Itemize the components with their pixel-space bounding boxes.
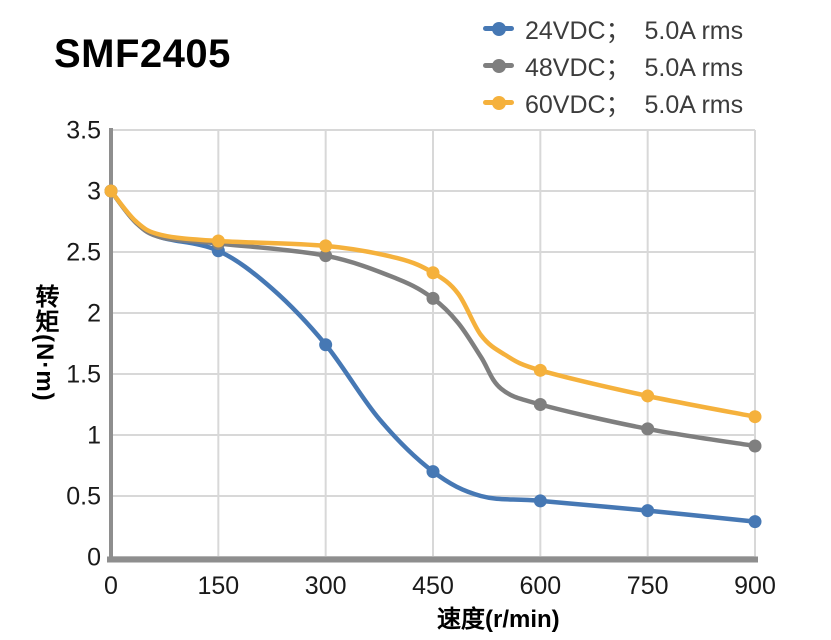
y-tick-label: 0.5 [66, 483, 101, 511]
data-point-series-2 [533, 363, 547, 377]
y-tick-label: 2 [87, 300, 101, 328]
legend-dot-icon [491, 95, 506, 110]
data-point-series-2 [426, 266, 440, 280]
x-tick-label: 600 [519, 572, 561, 600]
y-tick-label: 1 [87, 422, 101, 450]
x-tick-label: 150 [197, 572, 239, 600]
y-tick-label: 3.5 [66, 117, 101, 145]
x-tick-label: 450 [412, 572, 454, 600]
y-tick-label: 3 [87, 178, 101, 206]
data-point-series-2 [319, 239, 333, 253]
legend-item-48vdc: 48VDC； 5.0A rms [483, 47, 743, 84]
x-tick-label: 0 [104, 572, 118, 600]
x-tick-label: 750 [627, 572, 669, 600]
data-point-series-2 [641, 389, 655, 403]
data-point-series-2 [748, 410, 762, 424]
data-point-series-2 [104, 184, 118, 198]
legend-label: 60VDC； 5.0A rms [525, 90, 744, 119]
legend-label: 24VDC； 5.0A rms [525, 16, 744, 45]
y-tick-label: 2.5 [66, 239, 101, 267]
legend-item-24vdc: 24VDC； 5.0A rms [483, 10, 743, 47]
y-tick-label: 0 [87, 544, 101, 572]
legend-item-60vdc: 60VDC； 5.0A rms [483, 84, 743, 121]
x-tick-label: 300 [305, 572, 347, 600]
data-point-series-1 [426, 291, 440, 305]
legend-dot-icon [491, 58, 506, 73]
data-point-series-0 [533, 494, 547, 508]
data-point-series-2 [211, 234, 225, 248]
data-point-series-1 [533, 398, 547, 411]
data-point-series-1 [641, 422, 655, 436]
chart-title: SMF2405 [54, 32, 231, 76]
legend-label: 48VDC； 5.0A rms [525, 53, 744, 82]
data-point-series-0 [748, 515, 762, 529]
legend: 24VDC； 5.0A rms 48VDC； 5.0A rms 60VDC； 5… [483, 10, 743, 121]
legend-line-marker-icon [483, 21, 514, 36]
x-tick-label: 900 [734, 572, 776, 600]
y-tick-label: 1.5 [66, 361, 101, 389]
data-point-series-1 [319, 249, 333, 263]
legend-line-marker-icon [483, 58, 514, 73]
legend-line-marker-icon [483, 95, 514, 110]
data-point-series-1 [748, 439, 762, 453]
data-point-series-0 [641, 504, 655, 518]
legend-dot-icon [491, 21, 506, 36]
x-axis-title: 速度(r/min) [437, 606, 560, 633]
data-point-series-0 [426, 465, 440, 479]
y-axis-title: 转矩(N·m) [31, 284, 58, 402]
data-point-series-0 [319, 338, 333, 352]
